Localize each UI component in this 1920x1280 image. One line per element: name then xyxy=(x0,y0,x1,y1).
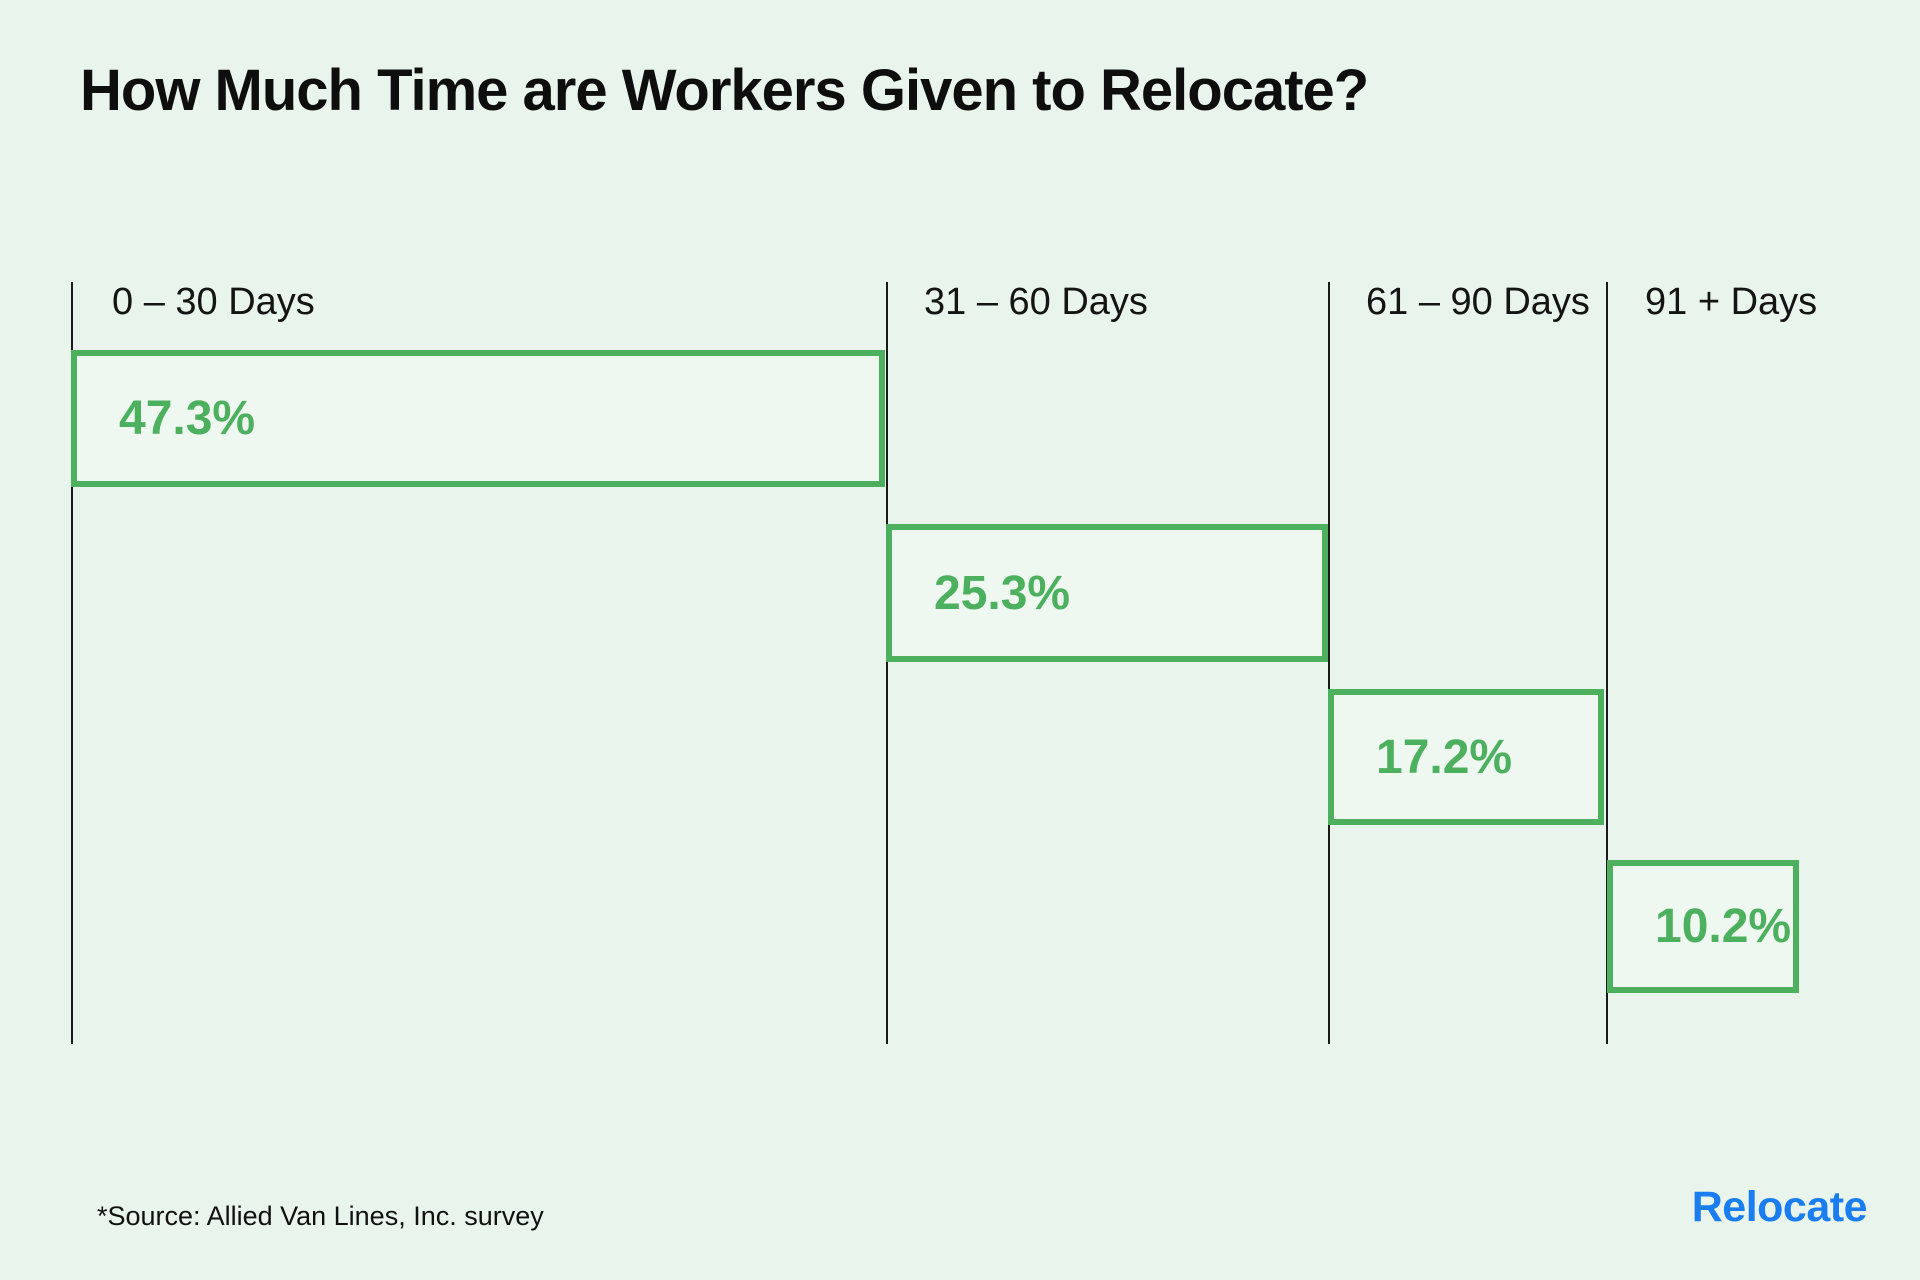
bar-31-60-days: 25.3% xyxy=(886,524,1328,662)
bar-value-91-plus-days: 10.2% xyxy=(1655,900,1792,953)
axis-line-31-60 xyxy=(886,282,888,1044)
source-note: *Source: Allied Van Lines, Inc. survey xyxy=(97,1201,544,1231)
bar-61-90-days: 17.2% xyxy=(1328,689,1604,825)
category-label-61-90-days: 61 – 90 Days xyxy=(1366,281,1590,323)
bar-0-30-days: 47.3% xyxy=(71,350,885,487)
axis-line-91-plus xyxy=(1606,282,1608,1044)
category-label-31-60-days: 31 – 60 Days xyxy=(924,281,1148,323)
bar-value-31-60-days: 25.3% xyxy=(934,566,1071,620)
category-label-0-30-days: 0 – 30 Days xyxy=(112,281,315,323)
axis-line-0-30 xyxy=(71,282,73,1044)
bar-value-61-90-days: 17.2% xyxy=(1376,730,1513,784)
axis-line-61-90 xyxy=(1328,282,1330,1044)
relocate-logo: Relocate xyxy=(1691,1183,1868,1231)
category-label-91-plus-days: 91 + Days xyxy=(1645,281,1818,323)
bar-value-0-30-days: 47.3% xyxy=(119,392,256,445)
bar-91-plus-days: 10.2% xyxy=(1607,860,1799,993)
chart-title: How Much Time are Workers Given to Reloc… xyxy=(80,58,1369,123)
